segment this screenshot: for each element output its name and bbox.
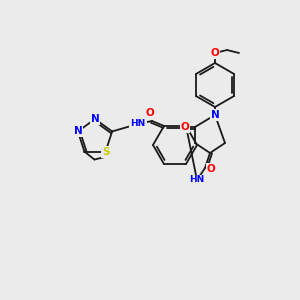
Text: N: N: [91, 114, 99, 124]
Text: O: O: [146, 108, 154, 118]
Text: N: N: [211, 110, 219, 120]
Text: O: O: [181, 122, 189, 132]
Text: HN: HN: [130, 119, 146, 128]
Text: O: O: [211, 48, 219, 58]
Text: S: S: [102, 147, 109, 157]
Text: O: O: [207, 164, 215, 174]
Text: N: N: [74, 126, 82, 136]
Text: HN: HN: [189, 176, 205, 184]
